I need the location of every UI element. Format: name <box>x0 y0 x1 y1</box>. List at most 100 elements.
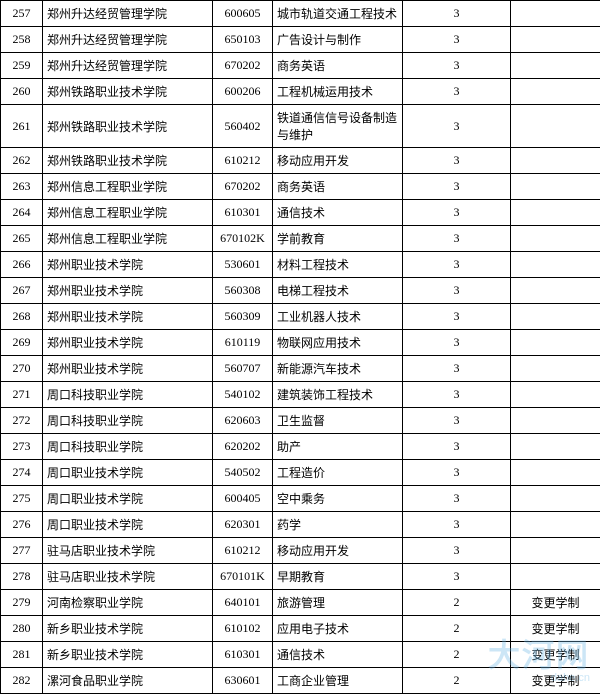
cell-code: 620603 <box>213 408 273 434</box>
cell-school: 郑州职业技术学院 <box>43 330 213 356</box>
cell-years: 3 <box>403 460 511 486</box>
cell-major: 助产 <box>273 434 403 460</box>
cell-code: 650103 <box>213 27 273 53</box>
cell-years: 3 <box>403 434 511 460</box>
cell-school: 郑州升达经贸管理学院 <box>43 27 213 53</box>
cell-code: 610102 <box>213 616 273 642</box>
table-row: 268郑州职业技术学院560309工业机器人技术3 <box>1 304 600 330</box>
cell-major: 商务英语 <box>273 53 403 79</box>
cell-note: 变更学制 <box>511 590 600 616</box>
cell-note <box>511 460 600 486</box>
table-row: 264郑州信息工程职业学院610301通信技术3 <box>1 200 600 226</box>
cell-years: 3 <box>403 564 511 590</box>
table-row: 277驻马店职业技术学院610212移动应用开发3 <box>1 538 600 564</box>
cell-n: 270 <box>1 356 43 382</box>
cell-n: 273 <box>1 434 43 460</box>
cell-major: 移动应用开发 <box>273 538 403 564</box>
cell-years: 3 <box>403 105 511 148</box>
table-row: 274周口职业技术学院540502工程造价3 <box>1 460 600 486</box>
table-row: 273周口科技职业学院620202助产3 <box>1 434 600 460</box>
cell-code: 640101 <box>213 590 273 616</box>
table-row: 269郑州职业技术学院610119物联网应用技术3 <box>1 330 600 356</box>
cell-school: 河南检察职业学院 <box>43 590 213 616</box>
cell-note <box>511 174 600 200</box>
cell-n: 258 <box>1 27 43 53</box>
cell-major: 工程造价 <box>273 460 403 486</box>
cell-note <box>511 27 600 53</box>
cell-years: 2 <box>403 642 511 668</box>
cell-school: 驻马店职业技术学院 <box>43 564 213 590</box>
cell-note <box>511 53 600 79</box>
cell-years: 3 <box>403 304 511 330</box>
cell-school: 郑州职业技术学院 <box>43 278 213 304</box>
cell-n: 277 <box>1 538 43 564</box>
table-row: 257郑州升达经贸管理学院600605城市轨道交通工程技术3 <box>1 1 600 27</box>
table-row: 267郑州职业技术学院560308电梯工程技术3 <box>1 278 600 304</box>
cell-note <box>511 304 600 330</box>
cell-note <box>511 226 600 252</box>
cell-school: 周口科技职业学院 <box>43 408 213 434</box>
table-row: 282漯河食品职业学院630601工商企业管理2变更学制 <box>1 668 600 694</box>
cell-code: 600405 <box>213 486 273 512</box>
cell-school: 周口职业技术学院 <box>43 486 213 512</box>
cell-major: 工业机器人技术 <box>273 304 403 330</box>
cell-major: 商务英语 <box>273 174 403 200</box>
cell-school: 驻马店职业技术学院 <box>43 538 213 564</box>
cell-n: 268 <box>1 304 43 330</box>
cell-note <box>511 382 600 408</box>
cell-code: 610301 <box>213 200 273 226</box>
data-table: 257郑州升达经贸管理学院600605城市轨道交通工程技术3258郑州升达经贸管… <box>0 0 600 694</box>
cell-note <box>511 408 600 434</box>
cell-major: 物联网应用技术 <box>273 330 403 356</box>
cell-code: 600206 <box>213 79 273 105</box>
cell-years: 2 <box>403 668 511 694</box>
cell-school: 新乡职业技术学院 <box>43 616 213 642</box>
cell-years: 3 <box>403 356 511 382</box>
table-row: 278驻马店职业技术学院670101K早期教育3 <box>1 564 600 590</box>
cell-major: 通信技术 <box>273 200 403 226</box>
cell-school: 新乡职业技术学院 <box>43 642 213 668</box>
cell-n: 279 <box>1 590 43 616</box>
cell-note <box>511 200 600 226</box>
cell-code: 610212 <box>213 538 273 564</box>
cell-major: 材料工程技术 <box>273 252 403 278</box>
cell-n: 262 <box>1 148 43 174</box>
cell-school: 郑州信息工程职业学院 <box>43 226 213 252</box>
cell-years: 3 <box>403 226 511 252</box>
cell-major: 工程机械运用技术 <box>273 79 403 105</box>
cell-n: 267 <box>1 278 43 304</box>
cell-years: 3 <box>403 330 511 356</box>
cell-note: 变更学制 <box>511 616 600 642</box>
cell-note <box>511 79 600 105</box>
table-row: 262郑州铁路职业技术学院610212移动应用开发3 <box>1 148 600 174</box>
cell-years: 3 <box>403 200 511 226</box>
cell-years: 3 <box>403 382 511 408</box>
table-row: 260郑州铁路职业技术学院600206工程机械运用技术3 <box>1 79 600 105</box>
cell-major: 旅游管理 <box>273 590 403 616</box>
cell-n: 259 <box>1 53 43 79</box>
cell-n: 276 <box>1 512 43 538</box>
cell-n: 261 <box>1 105 43 148</box>
cell-years: 3 <box>403 148 511 174</box>
cell-note <box>511 1 600 27</box>
cell-code: 540102 <box>213 382 273 408</box>
cell-years: 3 <box>403 538 511 564</box>
cell-code: 630601 <box>213 668 273 694</box>
cell-major: 卫生监督 <box>273 408 403 434</box>
cell-school: 郑州职业技术学院 <box>43 356 213 382</box>
table-row: 272周口科技职业学院620603卫生监督3 <box>1 408 600 434</box>
cell-code: 620301 <box>213 512 273 538</box>
cell-note <box>511 148 600 174</box>
cell-years: 3 <box>403 252 511 278</box>
cell-note: 变更学制 <box>511 642 600 668</box>
cell-code: 620202 <box>213 434 273 460</box>
table-row: 263郑州信息工程职业学院670202商务英语3 <box>1 174 600 200</box>
cell-code: 600605 <box>213 1 273 27</box>
table-row: 271周口科技职业学院540102建筑装饰工程技术3 <box>1 382 600 408</box>
cell-major: 新能源汽车技术 <box>273 356 403 382</box>
cell-years: 3 <box>403 486 511 512</box>
cell-major: 建筑装饰工程技术 <box>273 382 403 408</box>
cell-note <box>511 356 600 382</box>
cell-note <box>511 330 600 356</box>
cell-note <box>511 278 600 304</box>
